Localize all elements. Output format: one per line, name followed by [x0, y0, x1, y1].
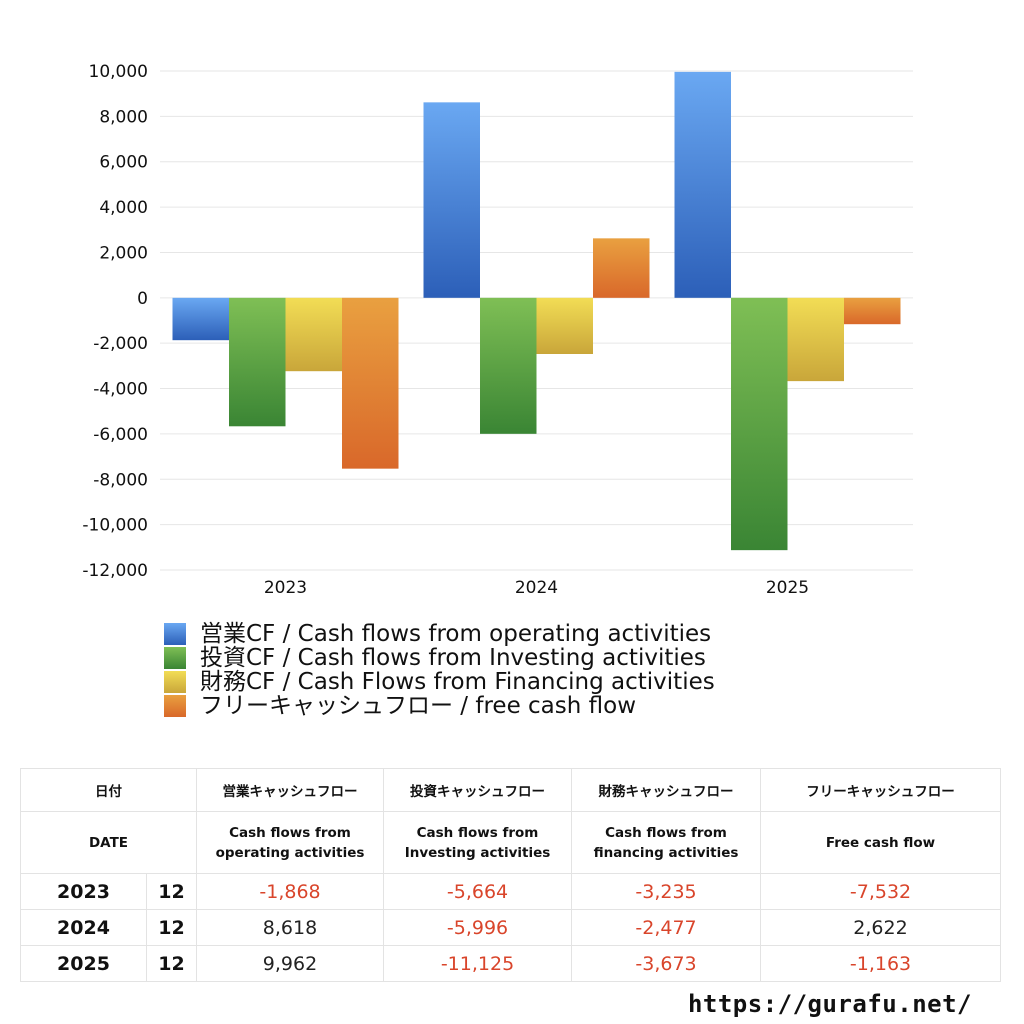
- header-operating-jp: 営業キャッシュフロー: [196, 768, 384, 812]
- cell-investing: -11,125: [383, 945, 572, 982]
- site-url[interactable]: https://gurafu.net/: [687, 990, 972, 1018]
- y-tick-label: 8,000: [99, 107, 148, 127]
- legend-swatch-investing: [164, 647, 186, 669]
- y-tick-label: -2,000: [93, 334, 148, 354]
- bar-financing-2023: [285, 297, 342, 372]
- y-tick-label: 10,000: [89, 62, 148, 82]
- legend-item-operating: 営業CF / Cash flows from operating activit…: [164, 622, 715, 646]
- header-date-jp: 日付: [20, 768, 197, 812]
- legend-item-investing: 投資CF / Cash flows from Investing activit…: [164, 646, 715, 670]
- header-date-en: DATE: [20, 811, 197, 874]
- bar-free-2023: [342, 297, 399, 469]
- header-free-jp: フリーキャッシュフロー: [760, 768, 1001, 812]
- cell-investing: -5,664: [383, 873, 572, 910]
- cell-financing: -2,477: [571, 909, 761, 946]
- legend-label-operating: 営業CF / Cash flows from operating activit…: [200, 621, 712, 647]
- y-tick-label: 2,000: [99, 243, 148, 263]
- cell-operating: 9,962: [196, 945, 384, 982]
- row-year: 2023: [20, 873, 147, 910]
- y-axis-ticks: 10,000 8,000 6,000 4,000 2,000 0 -2,000 -4,000 -…: [82, 62, 148, 581]
- header-investing-en: Cash flows from Investing activities: [383, 811, 572, 874]
- header-free-en: Free cash flow: [760, 811, 1001, 874]
- cell-investing: -5,996: [383, 909, 572, 946]
- table-header-jp: 日付 営業キャッシュフロー 投資キャッシュフロー 財務キャッシュフロー フリーキ…: [20, 768, 1001, 812]
- legend-item-free: フリーキャッシュフロー / free cash flow: [164, 694, 715, 718]
- row-year: 2024: [20, 909, 147, 946]
- table-row: 2025 12 9,962 -11,125 -3,673 -1,163: [20, 945, 1001, 982]
- bar-operating-2025: [674, 71, 731, 298]
- bar-operating-2023: [172, 297, 229, 341]
- y-tick-label: 4,000: [99, 198, 148, 218]
- y-tick-label: -12,000: [82, 561, 148, 581]
- legend-label-financing: 財務CF / Cash Flows from Financing activit…: [200, 669, 715, 695]
- y-tick-label: -6,000: [93, 425, 148, 445]
- bar-free-2025: [844, 297, 901, 325]
- bar-investing-2023: [229, 297, 286, 427]
- bar-free-2024: [593, 238, 650, 298]
- cash-flow-chart: 10,000 8,000 6,000 4,000 2,000 0 -2,000 -4,000 -…: [82, 62, 913, 598]
- table-row: 2024 12 8,618 -5,996 -2,477 2,622: [20, 909, 1001, 946]
- cell-free: -1,163: [760, 945, 1001, 982]
- bars: [172, 71, 901, 551]
- cell-free: -7,532: [760, 873, 1001, 910]
- y-tick-label: 0: [137, 289, 148, 309]
- y-tick-label: 6,000: [99, 153, 148, 173]
- y-tick-label: -8,000: [93, 470, 148, 490]
- table-header-en: DATE Cash flows from operating activitie…: [20, 811, 1001, 874]
- bar-financing-2024: [536, 297, 593, 355]
- legend-swatch-operating: [164, 623, 186, 645]
- cell-financing: -3,673: [571, 945, 761, 982]
- header-financing-jp: 財務キャッシュフロー: [571, 768, 761, 812]
- row-month: 12: [146, 945, 197, 982]
- legend-swatch-free: [164, 695, 186, 717]
- cell-operating: 8,618: [196, 909, 384, 946]
- legend-item-financing: 財務CF / Cash Flows from Financing activit…: [164, 670, 715, 694]
- x-axis-ticks: 2023 2024 2025: [264, 578, 809, 598]
- legend: 営業CF / Cash flows from operating activit…: [164, 622, 715, 718]
- y-tick-label: -4,000: [93, 380, 148, 400]
- table-row: 2023 12 -1,868 -5,664 -3,235 -7,532: [20, 873, 1001, 910]
- bar-financing-2025: [787, 297, 844, 382]
- bar-investing-2025: [731, 297, 788, 551]
- cell-operating: -1,868: [196, 873, 384, 910]
- row-month: 12: [146, 873, 197, 910]
- x-tick-label: 2023: [264, 578, 307, 598]
- header-operating-en: Cash flows from operating activities: [196, 811, 384, 874]
- bar-operating-2024: [423, 102, 480, 298]
- x-tick-label: 2025: [766, 578, 809, 598]
- cash-flow-table: 日付 営業キャッシュフロー 投資キャッシュフロー 財務キャッシュフロー フリーキ…: [20, 768, 1001, 982]
- legend-label-free: フリーキャッシュフロー / free cash flow: [200, 693, 637, 719]
- cell-financing: -3,235: [571, 873, 761, 910]
- x-tick-label: 2024: [515, 578, 558, 598]
- header-investing-jp: 投資キャッシュフロー: [383, 768, 572, 812]
- header-financing-en: Cash flows from financing activities: [571, 811, 761, 874]
- row-month: 12: [146, 909, 197, 946]
- legend-swatch-financing: [164, 671, 186, 693]
- row-year: 2025: [20, 945, 147, 982]
- cell-free: 2,622: [760, 909, 1001, 946]
- bar-investing-2024: [480, 297, 537, 434]
- y-tick-label: -10,000: [82, 516, 148, 536]
- legend-label-investing: 投資CF / Cash flows from Investing activit…: [200, 645, 706, 671]
